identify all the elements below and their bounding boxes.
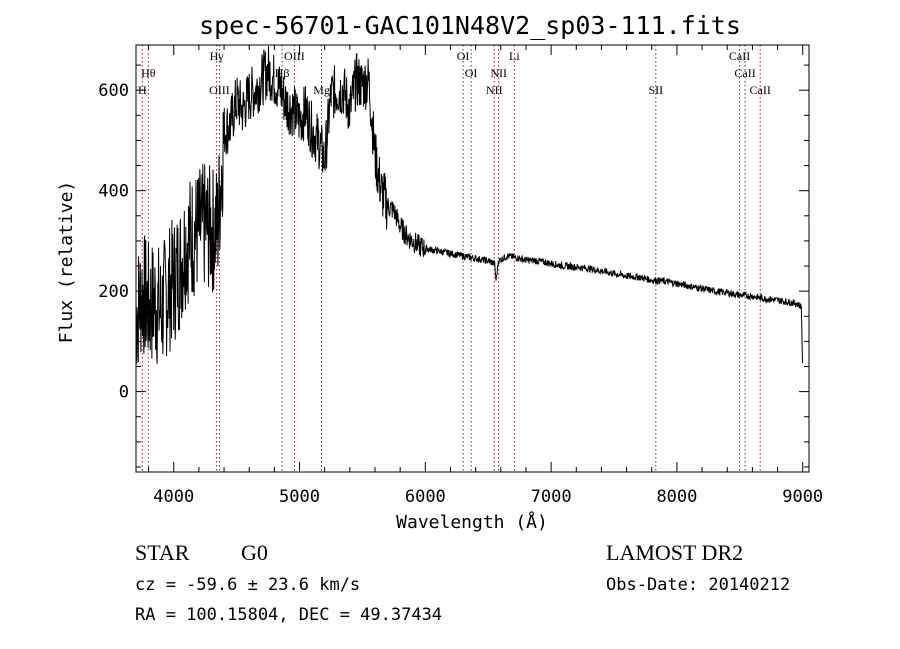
x-axis: 4000 5000 6000 7000 8000 9000 — [148, 45, 823, 507]
line-marker-label: CaII — [729, 49, 750, 63]
y-tick-label: 600 — [98, 81, 129, 101]
y-axis: 0 200 400 600 — [98, 64, 809, 468]
line-marker-label: Mg — [313, 83, 330, 97]
line-marker-label: OI — [457, 49, 470, 63]
coordinates: RA = 100.15804, DEC = 49.37434 — [135, 605, 442, 625]
object-class: STAR — [135, 540, 190, 565]
y-tick-label: 0 — [119, 383, 129, 403]
line-marker-label: CaII — [734, 66, 755, 80]
plot-frame — [135, 44, 810, 473]
line-marker-label: OI — [465, 66, 478, 80]
x-tick-label: 8000 — [656, 487, 697, 507]
line-marker-label: OIII — [284, 49, 305, 63]
x-axis-label: Wavelength (Å) — [396, 511, 548, 533]
object-subclass: G0 — [241, 540, 268, 565]
y-axis-label: Flux (relative) — [56, 181, 77, 344]
x-tick-label: 4000 — [153, 487, 194, 507]
line-marker-label: NII — [486, 83, 503, 97]
line-marker-label: Hθ — [141, 66, 156, 80]
y-tick-label: 400 — [98, 182, 129, 202]
spectrum-series — [135, 45, 803, 364]
y-tick-label: 200 — [98, 282, 129, 302]
line-marker-label: CaII — [750, 83, 771, 97]
chart-title: spec-56701-GAC101N48V2_sp03-111.fits — [199, 11, 741, 40]
x-tick-label: 6000 — [405, 487, 446, 507]
x-tick-label: 5000 — [279, 487, 320, 507]
x-tick-label: 7000 — [531, 487, 572, 507]
line-marker-label: Hγ — [210, 49, 225, 63]
line-marker-label: NII — [490, 66, 507, 80]
redshift-cz: cz = -59.6 ± 23.6 km/s — [135, 575, 360, 595]
line-marker-label: OIII — [209, 83, 230, 97]
line-marker-label: Li — [509, 49, 520, 63]
spectrum-line — [135, 45, 803, 364]
x-tick-label: 9000 — [782, 487, 823, 507]
observation-date: Obs-Date: 20140212 — [606, 575, 790, 595]
line-marker-label: SII — [648, 83, 663, 97]
survey-name: LAMOST DR2 — [606, 540, 743, 565]
